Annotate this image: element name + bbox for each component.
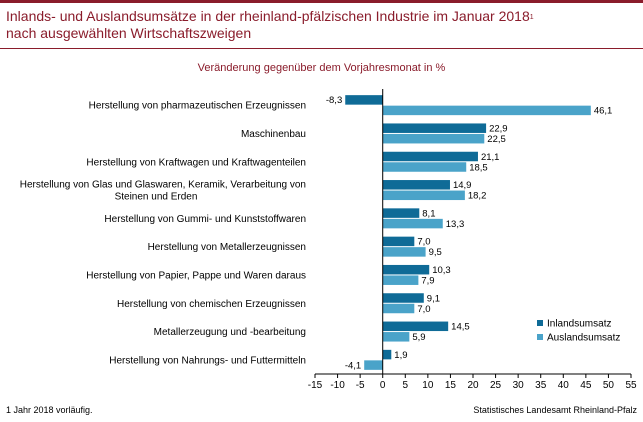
category-label-line: Herstellung von Metallerzeugnissen (148, 242, 306, 253)
category-label-line: Steinen und Erden (115, 192, 198, 203)
category-label-line: Herstellung von Gummi- und Kunststoffwar… (104, 214, 306, 225)
bar-inland-0 (345, 95, 383, 105)
legend-label-1: Auslandsumsatz (547, 333, 620, 344)
legend-swatch-1 (537, 334, 543, 340)
data-label-inland-2: 21,1 (481, 152, 500, 163)
data-label-ausland-2: 18,5 (469, 162, 488, 173)
category-label-line: Herstellung von chemischen Erzeugnissen (117, 299, 306, 310)
category-label-7: Herstellung von chemischen Erzeugnissen (117, 299, 306, 310)
bar-inland-3 (382, 180, 450, 190)
bar-ausland-9 (364, 360, 383, 370)
data-label-ausland-1: 22,5 (487, 134, 506, 145)
x-tick-label-11: 40 (558, 380, 570, 391)
category-label-0: Herstellung von pharmazeutischen Erzeugn… (89, 101, 306, 112)
x-tick-label-14: 55 (625, 380, 637, 391)
bar-ausland-0 (382, 105, 591, 116)
legend-label-0: Inlandsumsatz (547, 319, 611, 330)
bar-inland-4 (382, 208, 420, 218)
bar-inland-7 (382, 293, 424, 303)
category-label-3: Herstellung von Glas und Glaswaren, Kera… (20, 180, 306, 203)
x-tick-label-7: 20 (467, 380, 479, 391)
category-label-line: Herstellung von pharmazeutischen Erzeugn… (89, 101, 306, 112)
bar-ausland-6 (382, 275, 419, 285)
title-footnote-mark: 1 (529, 14, 534, 21)
x-tick-label-0: -15 (308, 380, 323, 391)
category-label-6: Herstellung von Papier, Pappe und Waren … (86, 270, 306, 281)
data-label-inland-5: 7,0 (417, 237, 430, 248)
data-label-inland-7: 9,1 (427, 293, 440, 304)
x-tick-label-13: 50 (603, 380, 615, 391)
bar-ausland-7 (382, 303, 415, 314)
bar-inland-6 (382, 264, 430, 275)
category-label-line: Metallerzeugung und -bearbeitung (154, 327, 306, 338)
x-tick-label-9: 30 (513, 380, 525, 391)
category-label-line: Herstellung von Papier, Pappe und Waren … (86, 270, 306, 281)
category-label-line: Herstellung von Kraftwagen und Kraftwage… (86, 157, 306, 168)
bar-inland-2 (382, 151, 478, 162)
data-label-ausland-3: 18,2 (468, 191, 487, 202)
data-label-inland-8: 14,5 (451, 322, 470, 333)
category-label-2: Herstellung von Kraftwagen und Kraftwage… (86, 157, 306, 168)
source-note: Statistisches Landesamt Rheinland-Pfalz (473, 405, 637, 415)
chart-title: Inlands- und Auslandsumsätze in der rhei… (6, 8, 636, 42)
category-label-line: Herstellung von Nahrungs- und Futtermitt… (109, 355, 306, 366)
data-label-ausland-0: 46,1 (594, 106, 613, 117)
category-label-4: Herstellung von Gummi- und Kunststoffwar… (104, 214, 306, 225)
data-label-inland-1: 22,9 (489, 123, 508, 134)
x-tick-label-5: 10 (422, 380, 434, 391)
top-accent-rule (0, 0, 643, 3)
x-tick-label-12: 45 (580, 380, 592, 391)
data-label-inland-4: 8,1 (422, 208, 435, 219)
x-tick-label-6: 15 (445, 380, 457, 391)
data-label-inland-3: 14,9 (453, 180, 472, 191)
x-tick-label-2: -5 (356, 380, 365, 391)
bar-ausland-5 (382, 247, 426, 257)
data-label-ausland-8: 5,9 (412, 332, 425, 343)
bar-ausland-1 (382, 133, 485, 144)
category-label-line: Maschinenbau (241, 129, 306, 140)
chart-title-line2: nach ausgewählten Wirtschaftszweigen (6, 25, 252, 41)
x-tick-label-10: 35 (535, 380, 547, 391)
data-label-ausland-7: 7,0 (417, 304, 430, 315)
title-divider (0, 48, 643, 49)
x-tick-label-3: 0 (380, 380, 386, 391)
bar-ausland-2 (382, 162, 467, 172)
data-label-ausland-6: 7,9 (421, 275, 434, 286)
data-label-inland-6: 10,3 (432, 265, 451, 276)
data-label-inland-0: -8,3 (326, 95, 342, 106)
chart-subtitle: Veränderung gegenüber dem Vorjahresmonat… (197, 62, 446, 74)
category-label-9: Herstellung von Nahrungs- und Futtermitt… (109, 355, 306, 366)
bar-ausland-4 (382, 218, 443, 229)
x-tick-label-4: 5 (403, 380, 409, 391)
data-label-inland-9: 1,9 (394, 350, 407, 361)
bar-inland-8 (382, 321, 449, 332)
category-label-1: Maschinenbau (241, 129, 306, 140)
x-tick-label-1: -10 (330, 380, 345, 391)
footnote: 1 Jahr 2018 vorläufig. (6, 405, 93, 415)
data-label-ausland-5: 9,5 (429, 247, 442, 258)
data-label-ausland-9: -4,1 (345, 360, 361, 371)
bar-inland-1 (382, 123, 487, 133)
category-label-8: Metallerzeugung und -bearbeitung (154, 327, 306, 338)
bar-inland-9 (382, 349, 392, 360)
bar-inland-5 (382, 236, 415, 247)
chart-title-text: Inlands- und Auslandsumsätze in der rhei… (6, 8, 530, 24)
category-label-line: Herstellung von Glas und Glaswaren, Kera… (20, 180, 306, 191)
bar-ausland-3 (382, 190, 465, 201)
x-tick-label-8: 25 (490, 380, 502, 391)
category-label-5: Herstellung von Metallerzeugnissen (148, 242, 306, 253)
data-label-ausland-4: 13,3 (446, 219, 465, 230)
bar-ausland-8 (382, 332, 410, 342)
legend-swatch-0 (537, 320, 543, 326)
